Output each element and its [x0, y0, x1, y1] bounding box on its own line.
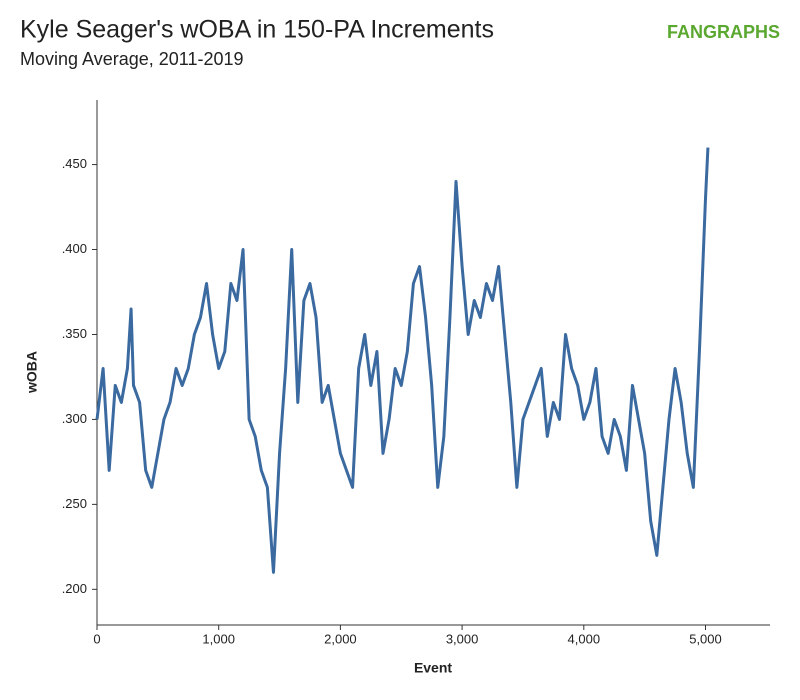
y-tick-label: .350 [62, 326, 87, 341]
y-tick-label: .300 [62, 411, 87, 426]
x-tick-label: 3,000 [446, 631, 479, 646]
logo: FANGRAPHS [667, 22, 780, 42]
y-tick-label: .200 [62, 581, 87, 596]
x-tick-label: 4,000 [568, 631, 601, 646]
x-tick-label: 5,000 [689, 631, 722, 646]
data-line [95, 147, 710, 574]
x-tick-label: 2,000 [324, 631, 357, 646]
y-tick-label: .450 [62, 156, 87, 171]
x-tick-label: 1,000 [202, 631, 235, 646]
x-axis-label: Event [414, 660, 452, 676]
chart-title: Kyle Seager's wOBA in 150-PA Increments [20, 16, 494, 44]
x-tick-label: 0 [93, 631, 100, 646]
y-tick-label: .400 [62, 241, 87, 256]
y-axis-label: wOBA [24, 351, 40, 394]
chart-subtitle: Moving Average, 2011-2019 [20, 49, 244, 69]
y-tick-label: .250 [62, 496, 87, 511]
